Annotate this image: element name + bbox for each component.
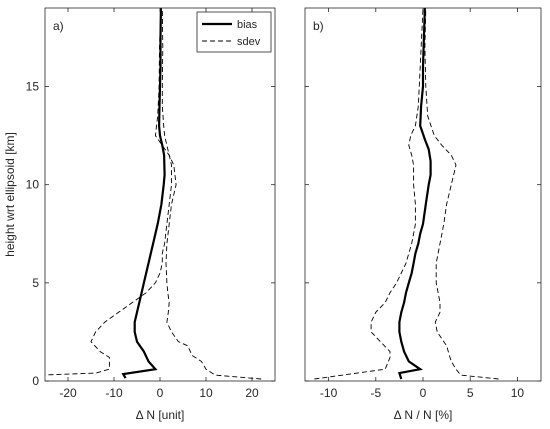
x-tick-label: -5 xyxy=(370,386,381,400)
x-tick-label: 0 xyxy=(420,386,427,400)
y-tick-label: 5 xyxy=(32,276,39,290)
series-line-bias-0 xyxy=(397,8,432,380)
panel-label: b) xyxy=(313,19,324,33)
panel-b: -10 -5 0 5 10 b) Δ N / N [%] xyxy=(304,7,542,422)
x-tick-label: 10 xyxy=(511,386,525,400)
panel-a: -20 -10 0 10 20 0 5 10 15 a) Δ N [unit] height wrt … xyxy=(3,7,276,422)
series-line-sdev-1 xyxy=(45,8,172,376)
series-line-sdev-2 xyxy=(154,8,262,380)
x-tick-label: 20 xyxy=(245,386,259,400)
series-line-sdev-1 xyxy=(314,8,424,380)
series-line-bias-0 xyxy=(121,8,166,379)
y-axis-label: height wrt ellipsoid [km] xyxy=(3,132,17,257)
x-axis-label: Δ N [unit] xyxy=(136,408,185,422)
panel-label: a) xyxy=(53,19,64,33)
legend-label-bias: bias xyxy=(237,19,258,31)
x-tick-label: -10 xyxy=(320,386,338,400)
legend-label-sdev: sdev xyxy=(237,36,261,48)
x-tick-label: -10 xyxy=(105,386,123,400)
series-line-sdev-2 xyxy=(424,8,499,380)
y-tick-label: 0 xyxy=(32,374,39,388)
y-tick-label: 15 xyxy=(26,80,40,94)
x-tick-label: 0 xyxy=(157,386,164,400)
x-tick-label: 10 xyxy=(199,386,213,400)
legend-box xyxy=(196,11,272,53)
x-tick-label: 5 xyxy=(467,386,474,400)
x-axis-label: Δ N / N [%] xyxy=(394,408,453,422)
y-tick-label: 10 xyxy=(26,178,40,192)
x-tick-label: -20 xyxy=(59,386,77,400)
